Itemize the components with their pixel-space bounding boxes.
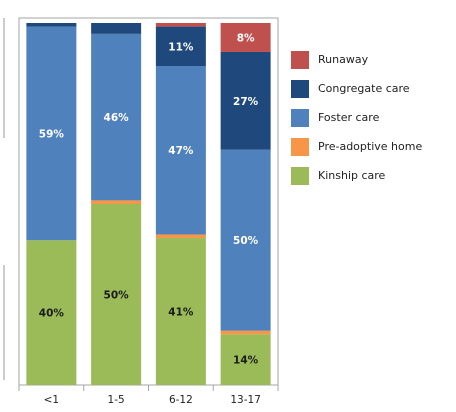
legend-item-pre-adoptive-home: Pre-adoptive home: [291, 132, 422, 161]
bar-segment-congregate-care: [220, 51, 271, 150]
bar-segment-runaway: [220, 23, 271, 52]
data-label: 14%: [233, 355, 259, 367]
bar-segment-foster-care: [91, 33, 142, 201]
bar-segment-congregate-care: [26, 23, 77, 27]
x-tick-label: 1-5: [108, 394, 125, 406]
bar-segment-kinship-care: [26, 240, 77, 385]
legend-swatch: [291, 137, 309, 156]
bar-segment-congregate-care: [155, 26, 206, 67]
bar-segment-pre-adoptive-home: [220, 330, 271, 335]
data-label: 50%: [233, 235, 259, 247]
legend-label: Runaway: [318, 53, 369, 66]
bar-segment-runaway: [155, 23, 206, 27]
bar-segment-kinship-care: [220, 334, 271, 385]
legend-swatch: [291, 108, 309, 127]
legend-label: Congregate care: [318, 82, 410, 95]
legend-swatch: [291, 50, 309, 69]
legend-item-runaway: Runaway: [291, 45, 422, 74]
bar-segment-foster-care: [220, 149, 271, 331]
legend-label: Foster care: [318, 111, 380, 124]
bar-segment-congregate-care: [91, 23, 142, 34]
bar-segment-pre-adoptive-home: [91, 200, 142, 204]
bar-segment-foster-care: [26, 26, 77, 241]
legend-item-kinship-care: Kinship care: [291, 161, 422, 190]
data-label: 47%: [168, 145, 194, 157]
bar-segment-kinship-care: [155, 238, 206, 385]
legend-item-foster-care: Foster care: [291, 103, 422, 132]
x-tick-label: 6-12: [169, 394, 193, 406]
bar-segment-foster-care: [155, 66, 206, 235]
data-label: 27%: [233, 96, 259, 108]
data-label: 46%: [104, 112, 130, 124]
legend-item-congregate-care: Congregate care: [291, 74, 422, 103]
legend-label: Kinship care: [318, 169, 386, 182]
legend-label: Pre-adoptive home: [318, 140, 423, 153]
legend-swatch: [291, 166, 309, 185]
data-label: 40%: [39, 308, 65, 320]
legend-swatch: [291, 79, 309, 98]
x-tick-label: 13-17: [230, 394, 261, 406]
bar-segment-pre-adoptive-home: [155, 234, 206, 239]
data-label: 11%: [168, 41, 194, 53]
bar-segment-kinship-care: [91, 204, 142, 385]
data-label: 59%: [39, 128, 65, 140]
x-tick-label: <1: [44, 394, 59, 406]
data-label: 8%: [237, 32, 255, 44]
data-label: 41%: [168, 307, 194, 319]
chart-legend: Runaway Congregate care Foster care Pre-ado…: [291, 45, 422, 190]
data-label: 50%: [104, 290, 130, 302]
